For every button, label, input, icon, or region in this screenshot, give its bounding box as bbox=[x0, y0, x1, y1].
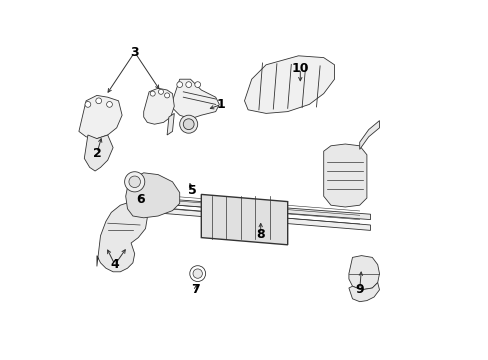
Circle shape bbox=[177, 82, 182, 87]
Polygon shape bbox=[244, 56, 334, 113]
Circle shape bbox=[183, 119, 194, 130]
Polygon shape bbox=[348, 256, 379, 290]
Polygon shape bbox=[129, 196, 370, 220]
Text: 1: 1 bbox=[216, 98, 225, 111]
Text: 8: 8 bbox=[256, 228, 264, 240]
Polygon shape bbox=[97, 202, 147, 272]
Text: 7: 7 bbox=[191, 283, 200, 296]
Circle shape bbox=[124, 172, 144, 192]
Circle shape bbox=[193, 269, 202, 278]
Text: 9: 9 bbox=[355, 283, 363, 296]
Circle shape bbox=[85, 102, 91, 107]
Text: 3: 3 bbox=[130, 46, 139, 59]
Polygon shape bbox=[348, 283, 379, 302]
Text: 10: 10 bbox=[291, 62, 308, 75]
Polygon shape bbox=[167, 113, 174, 135]
Polygon shape bbox=[143, 88, 174, 124]
Polygon shape bbox=[359, 121, 379, 149]
Circle shape bbox=[179, 115, 197, 133]
Circle shape bbox=[189, 266, 205, 282]
Text: 6: 6 bbox=[136, 193, 144, 206]
Text: 4: 4 bbox=[110, 258, 119, 271]
Polygon shape bbox=[129, 205, 370, 230]
Circle shape bbox=[185, 82, 191, 87]
Circle shape bbox=[96, 98, 102, 104]
Text: 5: 5 bbox=[187, 184, 196, 197]
Polygon shape bbox=[172, 79, 219, 119]
Polygon shape bbox=[323, 144, 366, 207]
Circle shape bbox=[158, 89, 163, 94]
Circle shape bbox=[164, 93, 169, 98]
Polygon shape bbox=[84, 135, 113, 171]
Polygon shape bbox=[125, 173, 179, 218]
Circle shape bbox=[194, 82, 200, 87]
Circle shape bbox=[129, 176, 140, 188]
Polygon shape bbox=[201, 194, 287, 245]
Polygon shape bbox=[79, 95, 122, 139]
Text: 2: 2 bbox=[92, 147, 101, 159]
Circle shape bbox=[150, 91, 155, 96]
Circle shape bbox=[106, 102, 112, 107]
